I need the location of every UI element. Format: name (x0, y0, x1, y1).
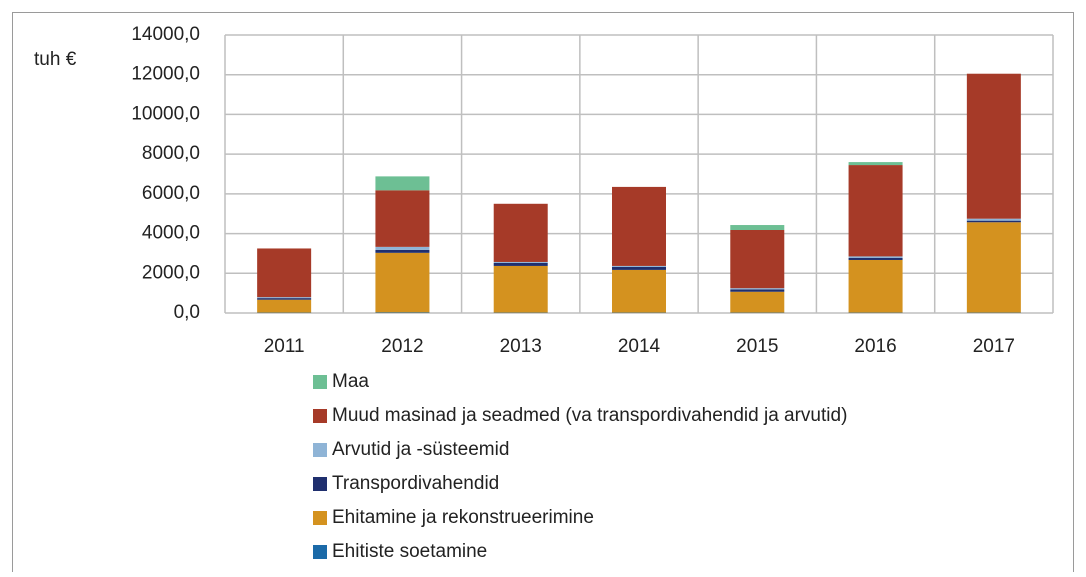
x-tick-label: 2017 (973, 336, 1015, 357)
bar-segment (257, 298, 311, 300)
bar-segment (730, 230, 784, 288)
bar-segment (849, 258, 903, 260)
x-tick-label: 2012 (381, 336, 423, 357)
bar-segment (375, 253, 429, 313)
x-tick-label: 2016 (854, 336, 896, 357)
bar-segment (612, 270, 666, 313)
legend-swatch (313, 443, 327, 457)
y-tick-label: 0,0 (174, 302, 200, 323)
y-tick-label: 6000,0 (142, 183, 200, 204)
y-tick-label: 12000,0 (131, 64, 200, 85)
bar-segment (257, 297, 311, 298)
x-tick-label: 2013 (500, 336, 542, 357)
bar-segment (494, 263, 548, 266)
legend-label: Muud masinad ja seadmed (va transpordiva… (332, 405, 847, 426)
legend-label: Ehitamine ja rekonstrueerimine (332, 507, 594, 528)
bar-segment (967, 221, 1021, 223)
legend-swatch (313, 409, 327, 423)
legend-swatch (313, 545, 327, 559)
bar-segment (375, 190, 429, 247)
x-tick-label: 2011 (264, 336, 305, 357)
bar-segment (967, 219, 1021, 221)
bar-segment (612, 187, 666, 266)
bar-segment (849, 165, 903, 256)
legend-swatch (313, 375, 327, 389)
bar-segment (257, 300, 311, 313)
x-tick-label: 2014 (618, 336, 661, 357)
legend-label: Arvutid ja -süsteemid (332, 439, 509, 460)
bar-segment (730, 225, 784, 230)
legend-swatch (313, 477, 327, 491)
legend-swatch (313, 511, 327, 525)
bar-segment (494, 266, 548, 313)
bar-segment (612, 266, 666, 267)
bar-segment (967, 222, 1021, 312)
y-axis-label: tuh € (34, 49, 77, 70)
y-tick-label: 10000,0 (131, 103, 200, 124)
bar-segment (849, 256, 903, 258)
bar-segment (849, 162, 903, 165)
bar-segment (494, 262, 548, 263)
bar-segment (612, 267, 666, 270)
y-tick-label: 2000,0 (142, 262, 200, 283)
y-tick-label: 8000,0 (142, 143, 200, 164)
bar-segment (375, 250, 429, 253)
y-tick-label: 4000,0 (142, 223, 200, 244)
legend-label: Maa (332, 371, 369, 392)
x-tick-label: 2015 (736, 336, 778, 357)
legend-label: Ehitiste soetamine (332, 541, 487, 562)
bar-segment (375, 247, 429, 250)
bar-segment (494, 204, 548, 262)
bar-segment (375, 312, 429, 313)
bar-segment (730, 289, 784, 291)
bar-segment (257, 248, 311, 297)
legend-label: Transpordivahendid (332, 473, 499, 494)
bar-segment (730, 292, 784, 313)
bar-segment (375, 176, 429, 190)
y-tick-label: 14000,0 (131, 24, 200, 45)
bar-segment (730, 288, 784, 289)
bar-segment (849, 260, 903, 313)
bar-segment (967, 74, 1021, 219)
